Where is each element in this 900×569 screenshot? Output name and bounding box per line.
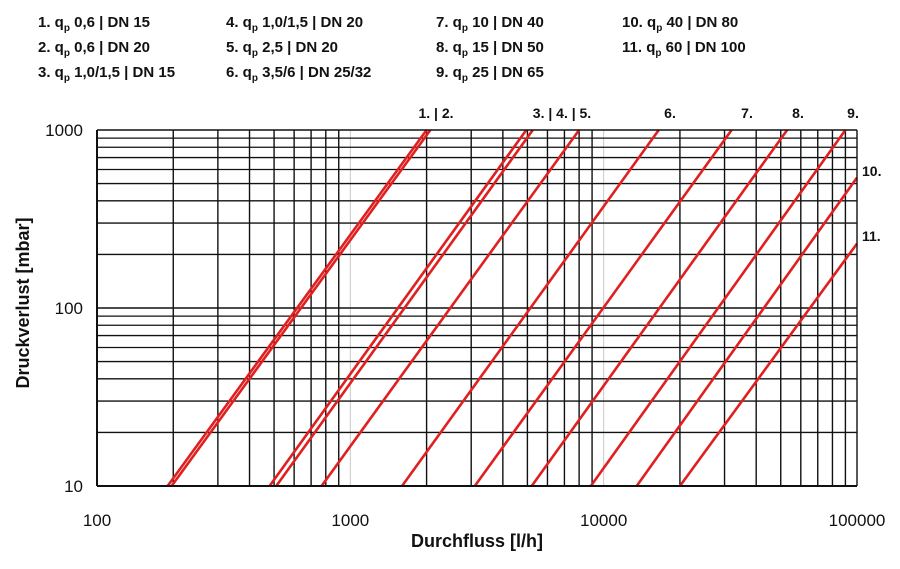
legend-item: 7. qp 10 | DN 40 xyxy=(436,14,544,34)
series-line-8 xyxy=(530,129,789,487)
legend-item: 11. qp 60 | DN 100 xyxy=(622,39,746,59)
x-tick-label: 100000 xyxy=(829,511,886,530)
legend-item: 5. qp 2,5 | DN 20 xyxy=(226,39,338,59)
series-line-4 xyxy=(275,129,534,487)
line-label: 11. xyxy=(862,228,881,244)
line-label: 8. xyxy=(792,105,804,121)
line-label: 10. xyxy=(862,163,881,179)
line-label: 6. xyxy=(664,105,676,121)
x-tick-label: 10000 xyxy=(580,511,627,530)
y-axis-title: Druckverlust [mbar] xyxy=(13,217,33,388)
series-line-3 xyxy=(268,129,528,487)
line-label: 7. xyxy=(741,105,753,121)
x-axis-title: Durchfluss [l/h] xyxy=(411,531,543,551)
series-line-6 xyxy=(400,129,660,487)
series-line-5 xyxy=(320,129,581,487)
legend-item: 4. qp 1,0/1,5 | DN 20 xyxy=(226,14,363,34)
legend-item: 3. qp 1,0/1,5 | DN 15 xyxy=(38,64,175,84)
y-tick-label: 100 xyxy=(55,299,83,318)
y-tick-label: 1000 xyxy=(45,121,83,140)
series-line-11 xyxy=(678,242,859,487)
series-line-2 xyxy=(170,129,432,487)
legend-item: 2. qp 0,6 | DN 20 xyxy=(38,39,150,59)
legend-item: 1. qp 0,6 | DN 15 xyxy=(38,14,150,34)
y-tick-label: 10 xyxy=(64,477,83,496)
series-line-10 xyxy=(635,176,859,487)
line-labels: 1. | 2. 3. | 4. | 5. 6. 7. 8. 9. 10. 11. xyxy=(418,105,881,244)
x-tick-label: 1000 xyxy=(331,511,369,530)
legend-item: 10. qp 40 | DN 80 xyxy=(622,14,738,34)
series-line-1 xyxy=(166,129,428,487)
series-line-7 xyxy=(473,129,733,487)
grid xyxy=(96,130,857,487)
legend: 1. qp 0,6 | DN 15 2. qp 0,6 | DN 20 3. qp … xyxy=(38,14,746,84)
series-line-9 xyxy=(589,129,847,487)
line-label: 9. xyxy=(847,105,859,121)
legend-item: 6. qp 3,5/6 | DN 25/32 xyxy=(226,64,371,84)
line-label: 1. | 2. xyxy=(418,105,453,121)
legend-item: 9. qp 25 | DN 65 xyxy=(436,64,544,84)
series-group xyxy=(166,129,859,487)
legend-item: 8. qp 15 | DN 50 xyxy=(436,39,544,59)
x-tick-label: 100 xyxy=(83,511,111,530)
line-label: 3. | 4. | 5. xyxy=(533,105,591,121)
